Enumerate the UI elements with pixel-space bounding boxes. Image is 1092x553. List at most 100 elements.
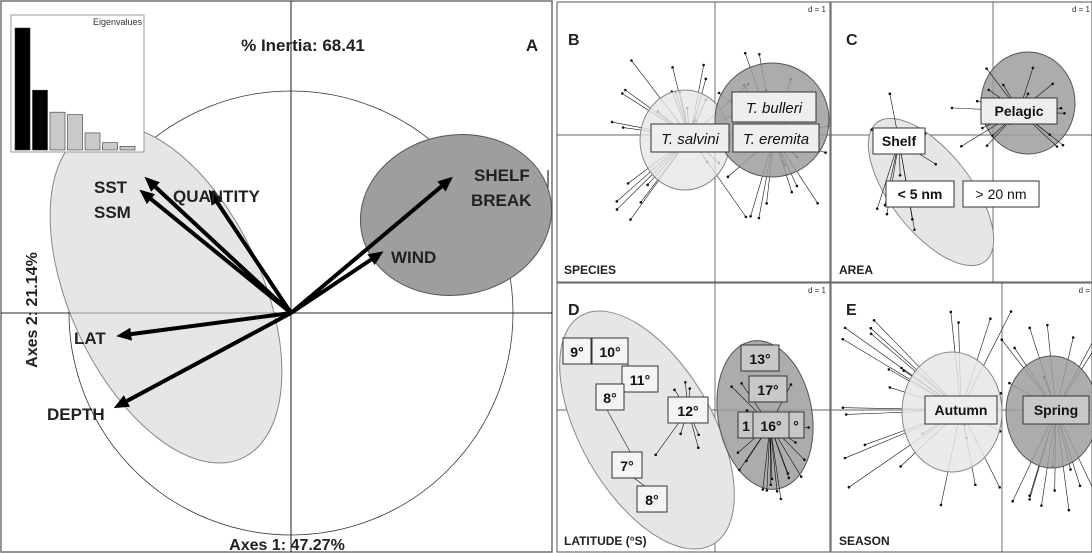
spoke-point bbox=[950, 106, 954, 110]
variable-arrows bbox=[113, 176, 453, 409]
spoke-point bbox=[775, 490, 779, 493]
scale-d: d = 1 bbox=[808, 286, 827, 295]
group-pelagic: Pelagic bbox=[994, 103, 1043, 119]
spoke-point bbox=[624, 88, 627, 92]
spoke-point bbox=[1055, 145, 1059, 148]
spoke-point bbox=[900, 366, 903, 370]
lat-1: 1 bbox=[742, 418, 750, 434]
corner-label-e: SEASON bbox=[839, 534, 890, 548]
spoke-point bbox=[673, 388, 676, 392]
spoke-point bbox=[795, 184, 799, 188]
arrow-quantity bbox=[215, 201, 293, 315]
spoke-point bbox=[863, 443, 867, 447]
lat-13: 13° bbox=[749, 351, 770, 367]
spoke-point bbox=[875, 207, 879, 210]
spoke-point bbox=[654, 453, 658, 457]
spoke-point bbox=[989, 317, 992, 321]
spoke-point bbox=[1026, 92, 1030, 96]
spoke-point bbox=[807, 426, 810, 429]
spoke-point bbox=[684, 380, 687, 384]
group-autumn: Autumn bbox=[935, 402, 988, 418]
spoke-point bbox=[745, 459, 748, 463]
panel-e: Autumn Spring d = E SEASON bbox=[830, 282, 1092, 553]
arrowhead-lat bbox=[116, 327, 132, 341]
group-spring: Spring bbox=[1034, 402, 1078, 418]
scale-c: d = 1 bbox=[1072, 5, 1091, 14]
eigen-bar-7 bbox=[119, 146, 136, 151]
spoke-point bbox=[749, 215, 752, 218]
spoke-point bbox=[1031, 66, 1035, 70]
eigen-bar-3 bbox=[49, 111, 66, 151]
spoke-point bbox=[743, 51, 747, 55]
spoke-point bbox=[615, 200, 619, 203]
lat-9: 9° bbox=[570, 344, 583, 360]
spoke-point bbox=[1000, 338, 1004, 342]
spoke-point bbox=[610, 120, 614, 124]
spoke-point bbox=[1009, 310, 1013, 313]
spoke-point bbox=[629, 218, 632, 221]
arrowhead-quantity bbox=[208, 189, 223, 206]
panel-d: 9° 10° 11° 8° 12° 7° 8° 13° 17° 1 16° ° … bbox=[556, 282, 831, 553]
eigen-bar-6 bbox=[102, 142, 118, 151]
spoke-point bbox=[987, 88, 991, 92]
spoke-point bbox=[816, 201, 819, 205]
spoke-point bbox=[869, 326, 873, 330]
label-shelf: SHELF bbox=[474, 166, 530, 185]
scale-e: d = bbox=[1079, 286, 1091, 295]
spoke-point bbox=[898, 173, 902, 177]
lat-11: 11° bbox=[630, 372, 650, 388]
spoke-point bbox=[765, 489, 769, 492]
spoke-point bbox=[738, 468, 741, 472]
eigen-bar-2 bbox=[32, 89, 48, 151]
spoke-point bbox=[1002, 83, 1005, 87]
spoke-point bbox=[899, 465, 902, 468]
label-lat: LAT bbox=[74, 329, 106, 348]
panel-letter-a: A bbox=[526, 36, 538, 55]
spoke-point bbox=[726, 175, 730, 179]
panel-b: T. bulleri T. salvini T. eremita d = 1 B… bbox=[556, 1, 831, 283]
spoke-point bbox=[870, 128, 874, 131]
lat-8a: 8° bbox=[603, 390, 616, 406]
group-t-eremita: T. eremita bbox=[743, 131, 809, 148]
spoke-point bbox=[1040, 504, 1043, 507]
spoke-point bbox=[765, 202, 768, 205]
spoke-point bbox=[974, 483, 977, 487]
spoke-point bbox=[779, 497, 783, 501]
spoke-point bbox=[630, 59, 633, 62]
panel-letter-c: C bbox=[846, 32, 858, 49]
group-lt-5nm: < 5 nm bbox=[898, 186, 943, 202]
spoke-point bbox=[1008, 381, 1011, 385]
arrowhead-depth bbox=[113, 395, 130, 409]
spoke-point bbox=[697, 446, 700, 449]
eigen-title: Eigenvalues bbox=[93, 17, 143, 27]
arrowhead-ssm bbox=[139, 189, 156, 205]
eigenvalue-inset: Eigenvalues bbox=[10, 14, 145, 153]
lat-8b: 8° bbox=[645, 492, 658, 508]
x-axis-label: Axes 1: 47.27% bbox=[229, 537, 345, 553]
arrow-sst bbox=[154, 185, 293, 315]
spoke-point bbox=[646, 183, 649, 187]
panel-letter-b: B bbox=[568, 32, 580, 49]
spoke-point bbox=[787, 476, 791, 480]
spoke-point bbox=[913, 228, 916, 232]
spoke-point bbox=[688, 387, 692, 390]
group-shelf: Shelf bbox=[882, 133, 917, 149]
spoke-point bbox=[757, 216, 761, 220]
spoke-point bbox=[843, 456, 847, 460]
eigen-bar-1 bbox=[14, 27, 31, 151]
spoke-point bbox=[740, 382, 743, 385]
spoke-point bbox=[957, 321, 960, 324]
spoke-point bbox=[1078, 484, 1082, 488]
lat-12: 12° bbox=[677, 403, 698, 419]
spoke-point bbox=[769, 483, 773, 487]
arrowhead-wind bbox=[367, 251, 384, 266]
y-axis-label: Axes 2: 21.14% bbox=[24, 252, 41, 368]
spoke-point bbox=[985, 144, 989, 147]
label-wind: WIND bbox=[391, 248, 436, 267]
spoke-point bbox=[621, 92, 624, 95]
spoke-point bbox=[621, 126, 625, 129]
arrowhead-sst bbox=[144, 176, 160, 192]
lat-7: 7° bbox=[620, 458, 633, 474]
spoke-point bbox=[789, 383, 793, 386]
